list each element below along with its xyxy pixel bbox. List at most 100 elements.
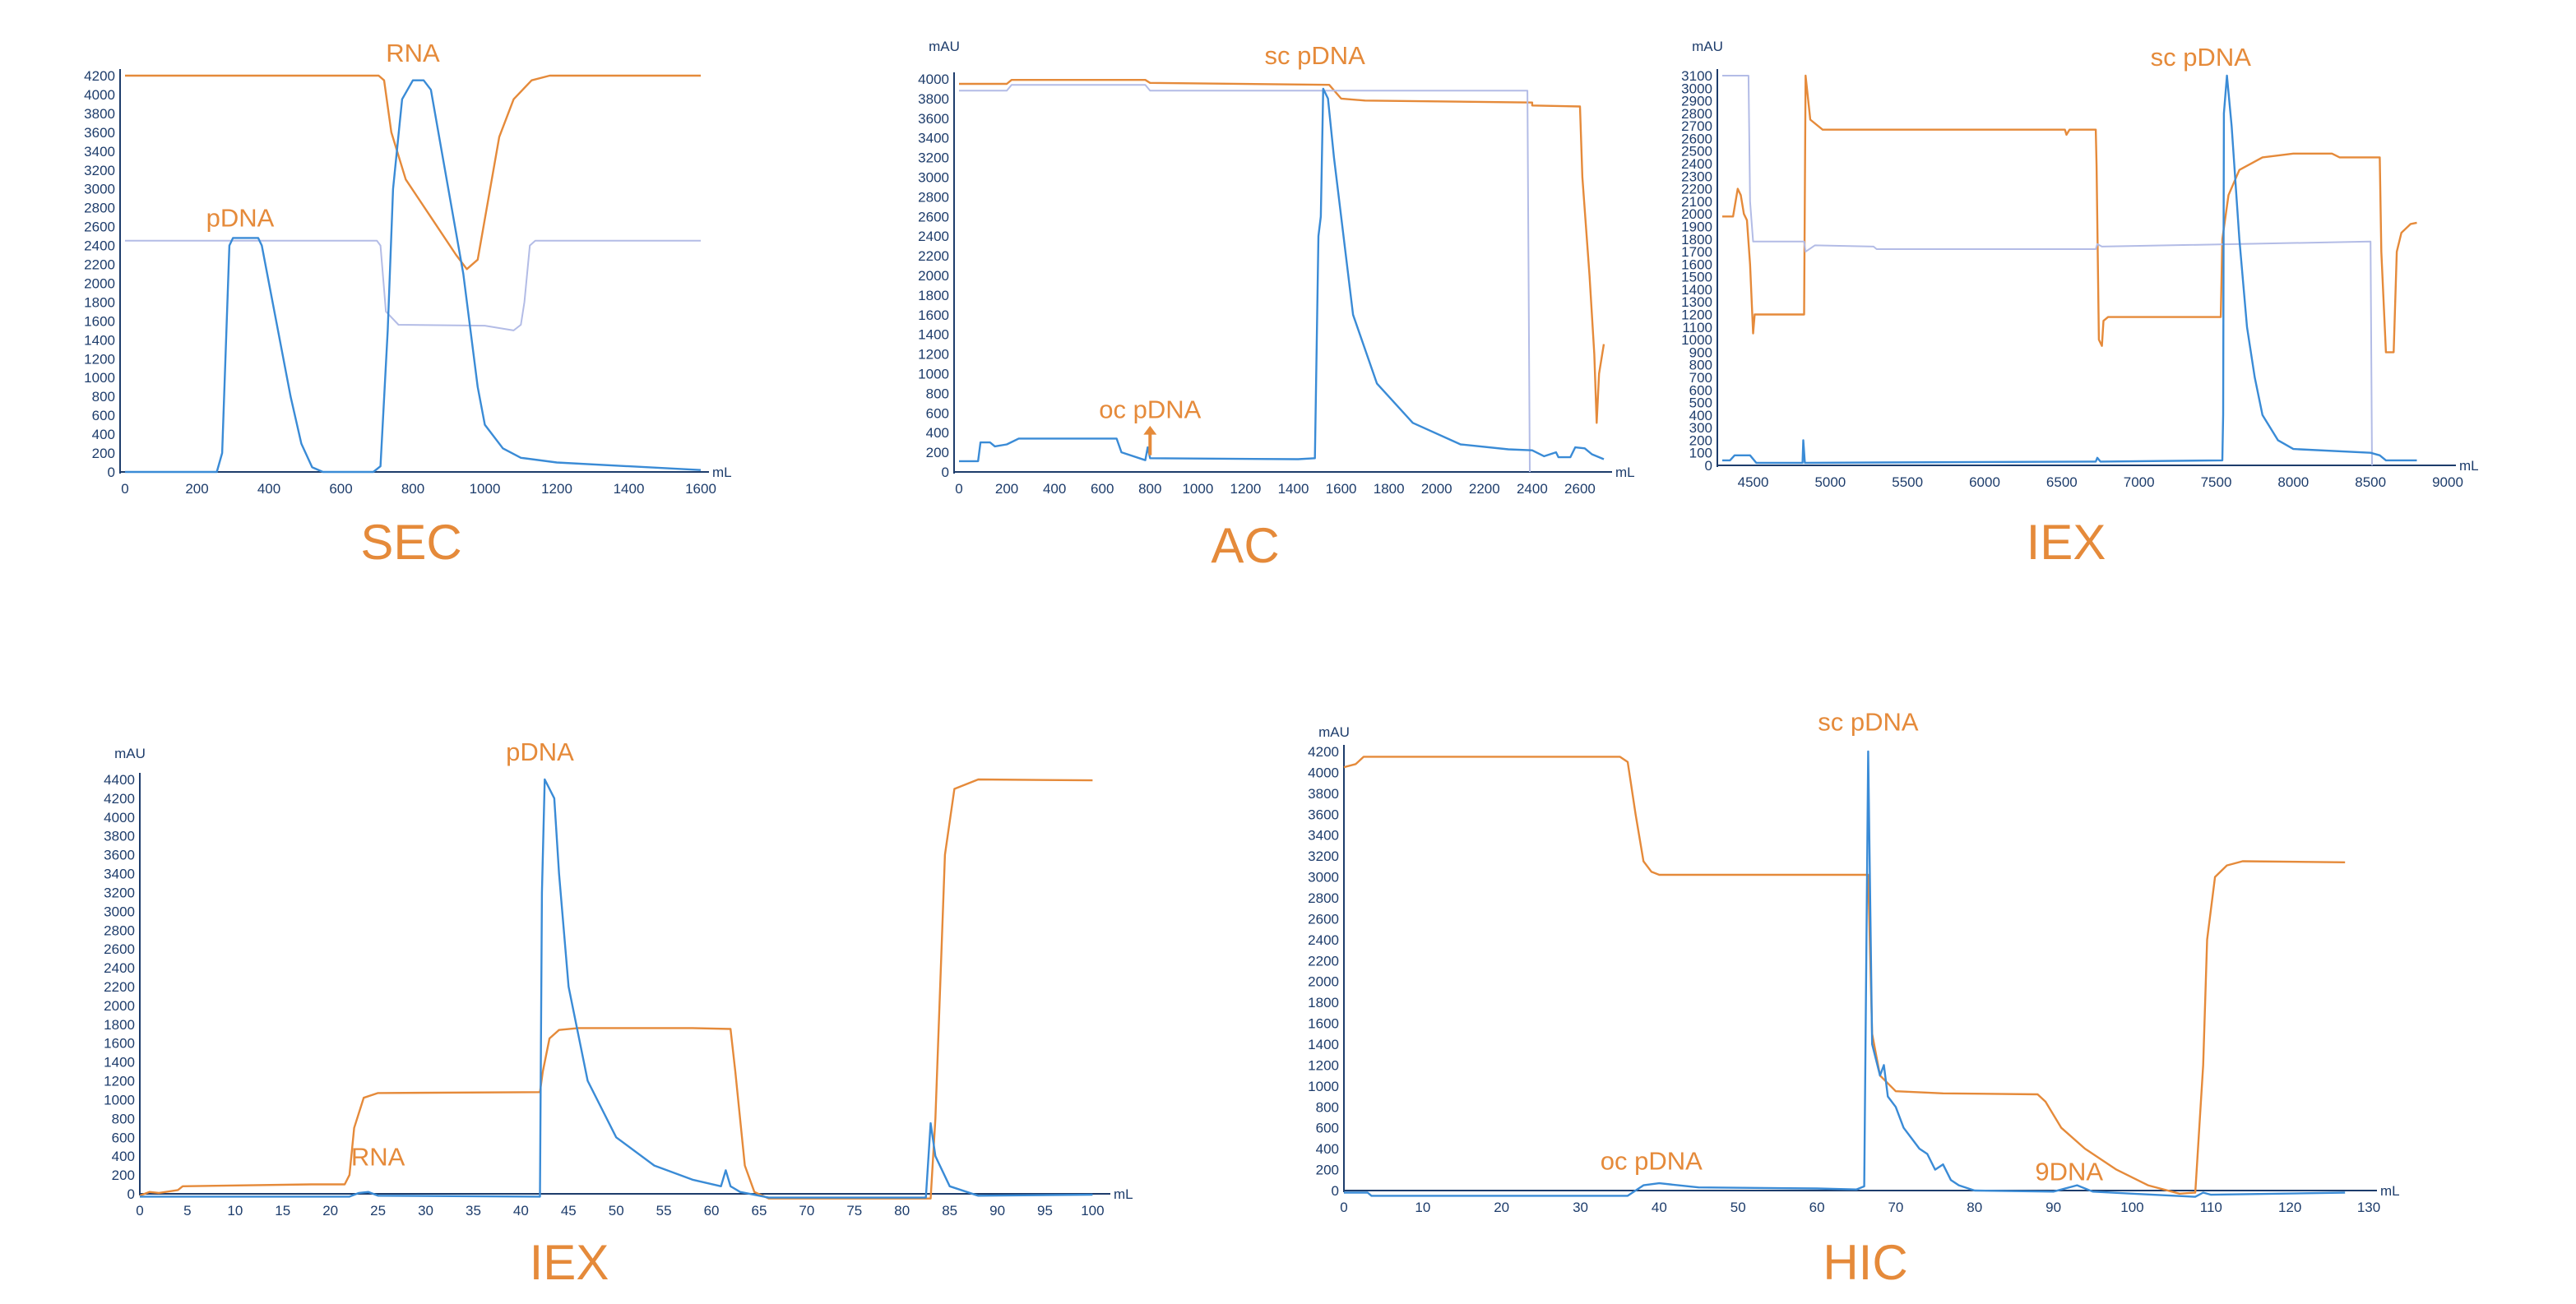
x-tick-label: 0 (955, 481, 962, 497)
y-tick-label: 2700 (1681, 118, 1712, 134)
y-tick-label: 800 (92, 389, 115, 405)
x-tick-label: 110 (2200, 1200, 2222, 1215)
y-tick-label: 2800 (84, 201, 115, 216)
y-tick-label: 0 (127, 1186, 135, 1202)
x-tick-label: 600 (1091, 481, 1114, 497)
arrow-head-icon (1143, 425, 1157, 435)
y-tick-label: 1100 (1682, 320, 1712, 335)
x-tick-label: 1800 (1374, 481, 1405, 497)
peak-annotation: sc pDNA (1264, 41, 1365, 70)
chart-title: SEC (360, 515, 461, 570)
x-tick-label: 95 (1037, 1203, 1053, 1218)
y-tick-label: 3400 (918, 131, 949, 146)
x-tick-label: 20 (1494, 1200, 1509, 1215)
y-tick-label: 400 (1316, 1141, 1339, 1157)
x-tick-label: 5 (183, 1203, 191, 1218)
series-line-conductivity (125, 74, 701, 271)
y-tick-label: 1000 (918, 367, 949, 382)
y-tick-label: 4200 (1308, 744, 1339, 760)
x-tick-label: 40 (513, 1203, 529, 1218)
series-line-uv (1344, 750, 2346, 1198)
y-tick-label: 3000 (104, 904, 135, 919)
chart-title: AC (1211, 518, 1279, 573)
y-tick-label: 3600 (1308, 807, 1339, 822)
peak-annotation: pDNA (206, 204, 275, 233)
y-tick-label: 3400 (104, 867, 135, 882)
x-tick-label: 120 (2278, 1200, 2301, 1215)
x-tick-label: 4500 (1738, 474, 1769, 490)
peak-annotation: pDNA (506, 738, 574, 766)
y-tick-label: 2400 (84, 238, 115, 254)
y-tick-label: 2800 (918, 189, 949, 205)
x-tick-label: 65 (752, 1203, 767, 1218)
y-tick-label: 1500 (1681, 270, 1712, 285)
chart-hic: 0200400600800100012001400160018002000220… (1308, 708, 2399, 1290)
x-tick-label: 30 (1573, 1200, 1588, 1215)
y-tick-label: 3200 (918, 150, 949, 166)
x-tick-label: 55 (656, 1203, 672, 1218)
y-tick-label: 2200 (1681, 182, 1712, 197)
y-tick-label: 3800 (84, 106, 115, 122)
x-tick-label: 6500 (2046, 474, 2078, 490)
x-tick-label: 7000 (2124, 474, 2155, 490)
x-tick-label: 40 (1652, 1200, 1667, 1215)
y-tick-label: 600 (92, 408, 115, 423)
y-tick-label: 300 (1689, 420, 1712, 436)
y-tick-label: 2000 (84, 275, 115, 291)
x-tick-label: 2200 (1469, 481, 1500, 497)
y-tick-label: 2500 (1681, 144, 1712, 160)
y-tick-label: 0 (942, 465, 949, 480)
x-tick-label: 800 (1138, 481, 1161, 497)
y-tick-label: 400 (926, 425, 949, 441)
x-tick-label: 90 (2046, 1200, 2061, 1215)
x-tick-label: 1600 (685, 481, 716, 497)
y-tick-label: 3800 (1308, 786, 1339, 802)
y-tick-label: 400 (112, 1149, 135, 1164)
x-tick-label: 0 (121, 481, 128, 497)
y-tick-label: 4000 (104, 810, 135, 825)
y-tick-label: 4200 (104, 791, 135, 807)
y-tick-label: 2800 (104, 923, 135, 938)
chart-iex1: 0100200300400500600700800900100011001200… (1681, 39, 2478, 570)
y-tick-label: 2000 (918, 268, 949, 284)
x-tick-label: 35 (466, 1203, 481, 1218)
y-tick-label: 2900 (1681, 94, 1712, 109)
series-line-secondary (125, 239, 701, 331)
x-tick-label: 75 (846, 1203, 862, 1218)
x-tick-label: 70 (799, 1203, 814, 1218)
y-tick-label: 600 (1689, 382, 1712, 398)
y-tick-label: 0 (1705, 458, 1712, 474)
y-tick-label: 1400 (84, 332, 115, 348)
y-tick-label: 800 (926, 386, 949, 401)
x-tick-label: 45 (561, 1203, 577, 1218)
chart-sec: 0200400600800100012001400160018002000220… (84, 39, 731, 570)
y-tick-label: 200 (92, 446, 115, 461)
y-tick-label: 200 (1316, 1163, 1339, 1178)
x-tick-label: 1000 (1182, 481, 1213, 497)
x-axis-unit: mL (1615, 465, 1635, 480)
y-tick-label: 2400 (104, 960, 135, 976)
y-tick-label: 1600 (918, 308, 949, 323)
x-tick-label: 200 (185, 481, 208, 497)
y-tick-label: 2200 (84, 257, 115, 273)
y-tick-label: 3100 (1681, 68, 1712, 84)
chart-title: IEX (530, 1235, 609, 1290)
y-tick-label: 1400 (1681, 282, 1712, 298)
series-line-uv (1722, 74, 2417, 465)
y-tick-label: 200 (112, 1168, 135, 1183)
y-tick-label: 3400 (1308, 828, 1339, 844)
y-tick-label: 1700 (1681, 244, 1712, 260)
series-line-conductivity (959, 79, 1605, 424)
y-tick-label: 2600 (918, 209, 949, 224)
y-tick-label: 2000 (1681, 206, 1712, 222)
y-tick-label: 2000 (104, 998, 135, 1014)
x-tick-label: 100 (2120, 1200, 2143, 1215)
series-line-conductivity (1343, 756, 2346, 1195)
x-tick-label: 15 (275, 1203, 290, 1218)
y-tick-label: 4000 (1308, 765, 1339, 780)
y-axis-unit: mAU (1318, 724, 1350, 740)
peak-annotation: oc pDNA (1099, 395, 1201, 423)
y-tick-label: 4000 (918, 72, 949, 87)
y-tick-label: 1200 (1681, 308, 1712, 323)
x-tick-label: 10 (227, 1203, 243, 1218)
